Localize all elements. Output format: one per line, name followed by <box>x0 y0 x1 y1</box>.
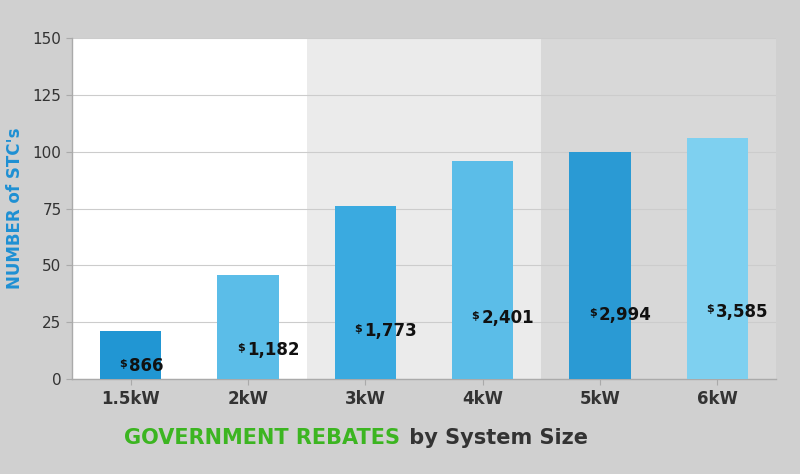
Y-axis label: NUMBER of STC's: NUMBER of STC's <box>6 128 24 289</box>
Bar <box>452 161 513 379</box>
Text: $: $ <box>589 308 597 318</box>
Text: $: $ <box>237 343 245 353</box>
Text: $: $ <box>706 304 714 314</box>
Text: 1,182: 1,182 <box>247 341 299 359</box>
Bar <box>100 331 161 379</box>
Bar <box>72 38 306 379</box>
Bar <box>687 138 748 379</box>
Text: $: $ <box>119 358 127 369</box>
Text: 866: 866 <box>130 357 164 375</box>
Text: $: $ <box>354 324 362 334</box>
Text: 1,773: 1,773 <box>364 322 417 340</box>
Bar <box>306 38 542 379</box>
Text: by System Size: by System Size <box>402 428 587 448</box>
Bar <box>542 38 776 379</box>
Text: 2,401: 2,401 <box>482 309 534 327</box>
Bar <box>570 152 630 379</box>
Text: $: $ <box>471 311 479 321</box>
Bar <box>335 206 396 379</box>
Text: GOVERNMENT REBATES: GOVERNMENT REBATES <box>124 428 400 448</box>
Text: 3,585: 3,585 <box>716 303 769 321</box>
Bar <box>218 274 278 379</box>
Text: 2,994: 2,994 <box>599 307 652 325</box>
